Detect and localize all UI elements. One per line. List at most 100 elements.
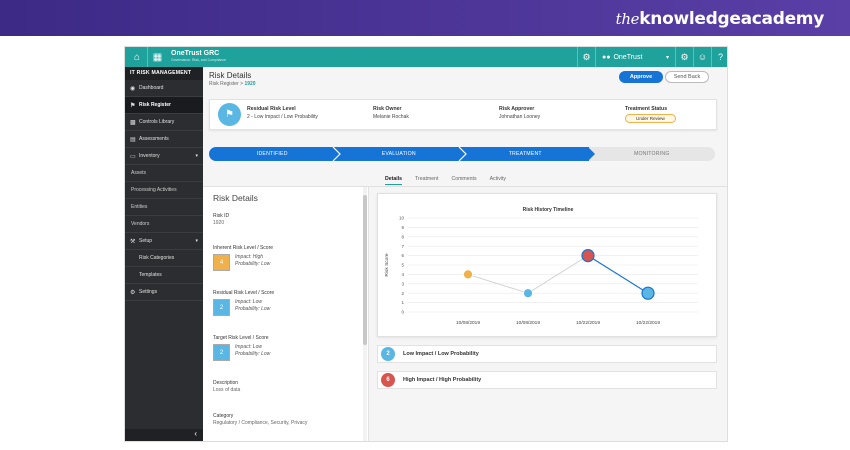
sidebar-item-controls-library[interactable]: ▩ Controls Library <box>125 114 203 131</box>
category-field: Category Regulatory / Compliance, Securit… <box>213 413 308 426</box>
status-badge: Under Review <box>625 114 676 123</box>
home-icon[interactable]: ⌂ <box>133 51 141 63</box>
clipboard-icon: ▤ <box>130 136 136 143</box>
risk-owner-summary: Risk Owner Melanie Rochak <box>373 106 409 120</box>
stage-progress: IDENTIFIED EVALUATION TREATMENT MONITORI… <box>209 147 715 161</box>
brand-logo: theknowledgeacademy <box>615 9 825 29</box>
detail-tabs: Details Treatment Comments Activity <box>385 176 506 185</box>
flag-icon: ⚑ <box>218 103 241 126</box>
residual-risk-field: Residual Risk Level / Score 2 Impact: Low… <box>213 290 274 316</box>
main-content: Risk Details Risk Register > 1920 Approv… <box>203 67 727 441</box>
top-bar: ⌂ ▦ OneTrust GRC Governance, Risk, and Co… <box>125 47 727 67</box>
series-line-segment <box>587 255 649 294</box>
chevron-down-icon: ▾ <box>665 54 669 61</box>
stage-treatment[interactable]: TREATMENT <box>462 147 589 161</box>
sidebar-item-risk-register[interactable]: ⚑ Risk Register <box>125 97 203 114</box>
y-tick-label: 5 <box>401 263 404 268</box>
x-tick-label: 10/22/2019 <box>576 320 600 326</box>
risk-history-chart: Risk History Timeline 0 1 2 3 4 5 6 7 8 9 10 Risk Sc… <box>377 193 717 337</box>
stage-monitoring[interactable]: MONITORING <box>588 147 715 161</box>
chevron-down-icon: ▾ <box>195 238 198 244</box>
tab-treatment[interactable]: Treatment <box>415 176 439 182</box>
flag-icon: ⚑ <box>130 102 136 109</box>
y-tick-label: 6 <box>401 253 404 258</box>
org-icon: ●● <box>602 53 611 61</box>
residual-risk-summary: Residual Risk Level 2 - Low Impact / Low … <box>247 106 318 120</box>
legend-item-low: 2 Low Impact / Low Probability <box>377 345 717 363</box>
app-window: ⌂ ▦ OneTrust GRC Governance, Risk, and Co… <box>124 46 728 442</box>
collapse-sidebar-icon[interactable]: ‹ <box>125 429 203 441</box>
y-axis-label: Risk Score <box>384 253 390 277</box>
data-point <box>581 248 595 263</box>
x-tick-label: 10/08/2019 <box>456 320 480 326</box>
sidebar-item-risk-categories[interactable]: Risk Categories <box>125 250 203 267</box>
risk-details-panel: Risk Details Risk ID 1920 Inherent Risk L… <box>203 187 369 441</box>
y-tick-label: 0 <box>401 310 404 315</box>
top-bar-right: ⚙ ●● OneTrust ▾ ⚙ ☺ ? <box>577 47 727 67</box>
page-title: Risk Details <box>209 71 252 80</box>
y-tick-label: 1 <box>401 300 404 305</box>
details-scrollbar[interactable] <box>363 187 367 441</box>
target-risk-field: Target Risk Level / Score 2 Impact: Low Pr… <box>213 335 270 361</box>
approve-button[interactable]: Approve <box>619 71 663 83</box>
dashboard-icon: ◉ <box>130 85 136 92</box>
send-back-button[interactable]: Send Back <box>665 71 709 83</box>
y-tick-label: 3 <box>401 281 404 286</box>
risk-summary-card: ⚑ Residual Risk Level 2 - Low Impact / Lo… <box>209 99 717 130</box>
risk-id-field: Risk ID 1920 <box>213 213 230 226</box>
sidebar-item-setup[interactable]: ⚒ Setup ▾ <box>125 233 203 250</box>
residual-score-box: 2 <box>213 299 230 316</box>
tab-comments[interactable]: Comments <box>451 176 477 182</box>
y-tick-label: 9 <box>401 225 404 230</box>
y-tick-label: 7 <box>401 244 404 249</box>
details-title: Risk Details <box>213 193 258 203</box>
stage-evaluation[interactable]: EVALUATION <box>335 147 462 161</box>
y-tick-label: 4 <box>401 272 404 277</box>
series-line-segment <box>527 255 589 294</box>
sidebar-item-dashboard[interactable]: ◉ Dashboard <box>125 80 203 97</box>
tab-activity[interactable]: Activity <box>489 176 506 182</box>
treatment-status-summary: Treatment Status Under Review <box>625 106 676 123</box>
sidebar: IT RISK MANAGEMENT ◉ Dashboard ⚑ Risk Regi… <box>125 67 203 441</box>
scrollbar-thumb[interactable] <box>363 195 367 345</box>
sidebar-item-assessments[interactable]: ▤ Assessments <box>125 131 203 148</box>
sidebar-item-assets[interactable]: Assets <box>125 165 203 182</box>
breadcrumb-id: 1920 <box>244 81 256 87</box>
library-icon: ▩ <box>130 119 136 126</box>
tab-details[interactable]: Details <box>385 176 403 185</box>
data-point <box>463 269 473 280</box>
folder-icon: ▭ <box>130 153 136 160</box>
legend-item-high: 6 High Impact / High Probability <box>377 371 717 389</box>
y-tick-label: 10 <box>399 216 405 221</box>
x-tick-label: 10/08/2019 <box>516 320 540 326</box>
tabs-divider <box>203 186 727 187</box>
risk-history-panel: Risk History Timeline 0 1 2 3 4 5 6 7 8 9 10 Risk Sc… <box>369 187 727 441</box>
user-icon[interactable]: ☺ <box>693 47 711 67</box>
sidebar-item-processing-activities[interactable]: Processing Activities <box>125 182 203 199</box>
gear-icon[interactable]: ⚙ <box>675 47 693 67</box>
help-icon[interactable]: ? <box>711 47 727 67</box>
breadcrumb: Risk Register > 1920 <box>209 81 256 87</box>
chart-svg: Risk History Timeline 0 1 2 3 4 5 6 7 8 9 10 Risk Sc… <box>384 207 698 326</box>
grid-icon[interactable]: ▦ <box>147 47 167 67</box>
y-tick-label: 2 <box>401 291 404 296</box>
wrench-icon: ⚒ <box>130 238 136 245</box>
breadcrumb-root[interactable]: Risk Register <box>209 81 239 87</box>
sidebar-item-entities[interactable]: Entities <box>125 199 203 216</box>
risk-approver-summary: Risk Approver Johnathan Looney <box>499 106 541 120</box>
stage-identified[interactable]: IDENTIFIED <box>209 147 336 161</box>
sidebar-title: IT RISK MANAGEMENT <box>125 67 203 80</box>
sidebar-item-vendors[interactable]: Vendors <box>125 216 203 233</box>
sidebar-item-inventory[interactable]: ▭ Inventory ▾ <box>125 148 203 165</box>
stage-arrows <box>332 147 595 161</box>
sidebar-item-settings[interactable]: ⚙ Settings <box>125 284 203 301</box>
legend-score-badge: 2 <box>381 347 395 361</box>
x-tick-label: 10/22/2019 <box>636 320 660 326</box>
org-selector[interactable]: ●● OneTrust ▾ <box>595 47 675 67</box>
chevron-down-icon: ▾ <box>195 153 198 159</box>
y-tick-label: 8 <box>401 234 404 239</box>
sidebar-item-templates[interactable]: Templates <box>125 267 203 284</box>
bell-icon[interactable]: ⚙ <box>577 47 595 67</box>
top-banner: theknowledgeacademy <box>0 0 850 36</box>
app-logo[interactable]: OneTrust GRC Governance, Risk, and Compli… <box>171 50 227 62</box>
